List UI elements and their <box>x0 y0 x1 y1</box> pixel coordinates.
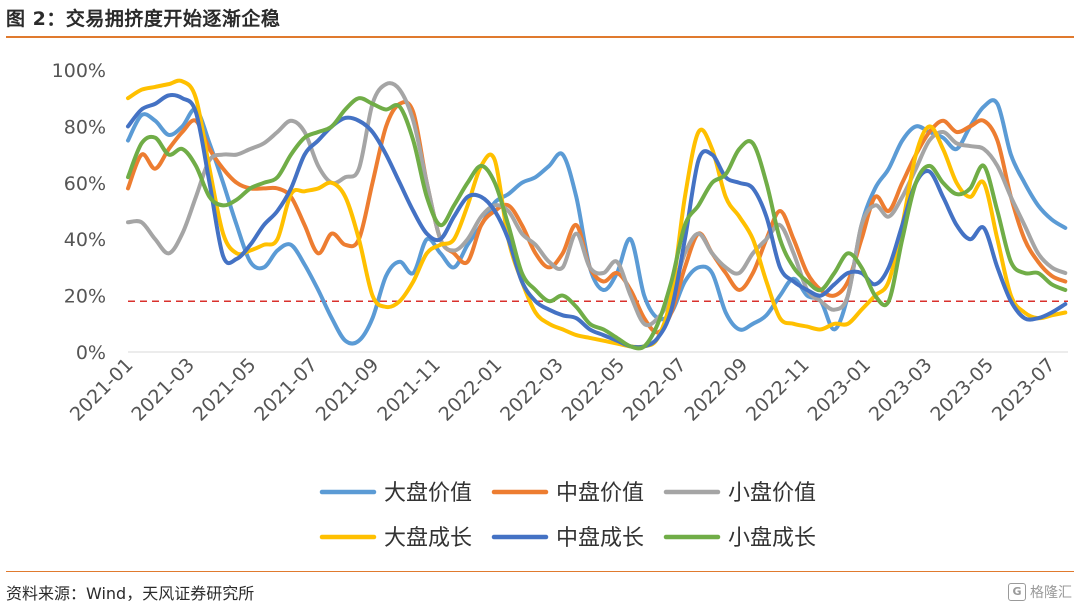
watermark-text: 格隆汇 <box>1030 585 1072 601</box>
x-tick-label: 2022-05 <box>558 354 630 426</box>
x-tick-label: 2021-07 <box>250 354 322 426</box>
line-chart: 0% 20% 40% 60% 80% 100% 2021-012021-032021-05… <box>52 60 1068 551</box>
y-tick-label: 40% <box>64 229 106 251</box>
y-tick-label: 20% <box>64 286 106 308</box>
x-tick-label: 2022-09 <box>681 354 753 426</box>
source-note: 资料来源：Wind，天风证券研究所 <box>6 584 255 603</box>
series-line-4 <box>126 78 1068 350</box>
x-tick-label: 2021-05 <box>189 354 261 426</box>
y-tick-label: 80% <box>64 116 106 138</box>
x-tick-label: 2021-09 <box>312 354 384 426</box>
legend-label-5: 中盘成长 <box>556 526 644 551</box>
x-tick-label: 2021-03 <box>127 354 199 426</box>
x-tick-label: 2022-01 <box>435 354 507 426</box>
x-tick-label: 2023-07 <box>988 354 1060 426</box>
figure-title: 图 2：交易拥挤度开始逐渐企稳 <box>6 8 281 30</box>
legend-label-6: 小盘成长 <box>728 526 816 551</box>
y-tick-label: 100% <box>52 60 106 82</box>
x-tick-label: 2022-07 <box>619 354 691 426</box>
source-divider <box>6 571 1074 572</box>
legend-label-1: 大盘价值 <box>384 481 472 506</box>
x-tick-label: 2022-03 <box>496 354 568 426</box>
y-tick-label: 60% <box>64 173 106 195</box>
series-line-3 <box>126 81 1068 328</box>
x-tick-label: 2023-05 <box>926 354 998 426</box>
watermark-logo-icon: G <box>1008 583 1026 601</box>
x-axis: 2021-012021-032021-052021-072021-092021-… <box>66 351 1068 426</box>
y-axis: 0% 20% 40% 60% 80% 100% <box>52 60 106 364</box>
x-tick-label: 2023-01 <box>803 354 875 426</box>
series-group <box>126 78 1068 351</box>
x-tick-label: 2022-11 <box>742 354 814 426</box>
watermark: G 格隆汇 <box>1008 582 1072 602</box>
series-line-1 <box>126 98 1068 346</box>
x-tick-label: 2021-01 <box>66 354 138 426</box>
title-divider <box>6 36 1074 38</box>
legend-label-2: 中盘价值 <box>556 481 644 506</box>
y-tick-label: 0% <box>76 342 106 364</box>
x-tick-label: 2021-11 <box>373 354 445 426</box>
series-line-6 <box>126 96 1068 351</box>
legend-label-3: 小盘价值 <box>728 481 816 506</box>
x-tick-label: 2023-03 <box>865 354 937 426</box>
series-line-2 <box>126 100 1068 335</box>
legend-label-4: 大盘成长 <box>384 526 472 551</box>
